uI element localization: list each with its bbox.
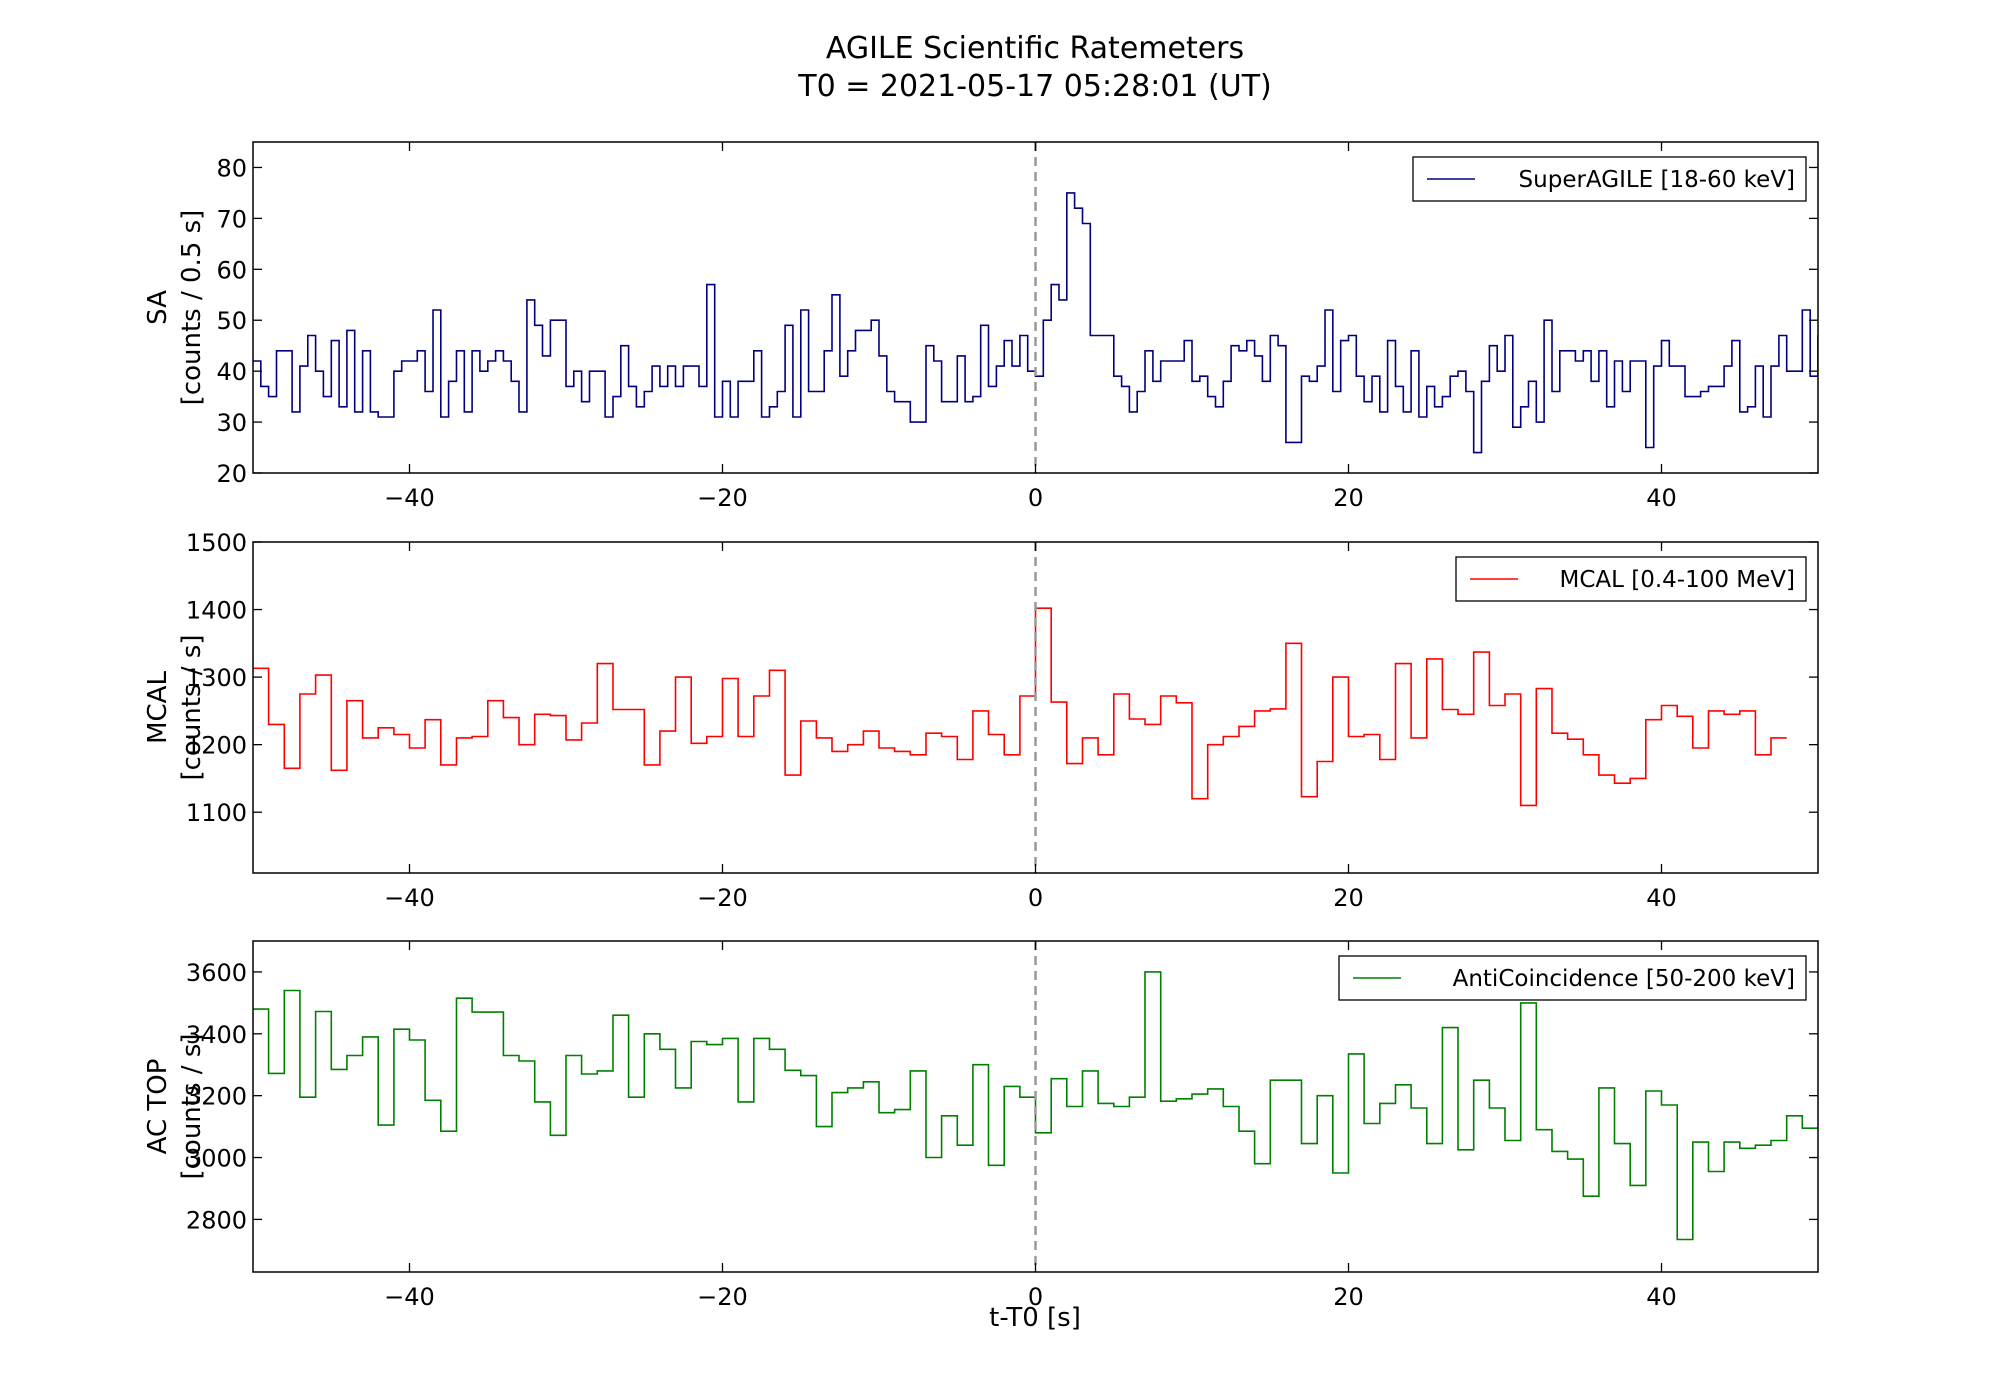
y-axis-label-line1: MCAL [143,671,173,744]
y-tick-label: 1300 [186,664,247,692]
legend-label: SuperAGILE [18-60 keV] [1519,167,1795,193]
y-tick-label: 2800 [186,1206,247,1234]
y-tick-label: 3600 [186,959,247,987]
x-tick-label: 0 [1028,884,1043,912]
x-tick-label: −40 [384,484,435,512]
x-tick-label: 20 [1333,484,1364,512]
y-tick-label: 60 [216,256,247,284]
y-axis-label-line2: [counts / 0.5 s] [177,210,207,406]
x-tick-label: 40 [1646,884,1677,912]
x-tick-label: 20 [1333,1283,1364,1311]
legend-label: AntiCoincidence [50-200 keV] [1453,966,1795,992]
chart-title-line2: T0 = 2021-05-17 05:28:01 (UT) [797,69,1271,104]
y-tick-label: 3200 [186,1083,247,1111]
y-axis-label: AC TOP [counts / s] [143,1033,207,1179]
y-axis-label: MCAL [counts / s] [143,634,207,780]
y-tick-label: 1200 [186,732,247,760]
x-tick-label: −20 [697,884,748,912]
x-tick-label: −40 [384,1283,435,1311]
x-tick-label: 0 [1028,484,1043,512]
y-axis-label-line1: SA [143,290,173,325]
x-tick-label: −20 [697,1283,748,1311]
legend-box [1338,955,1807,1001]
y-tick-label: 30 [216,409,247,437]
y-axis-label: SA [counts / 0.5 s] [143,210,207,406]
x-tick-label: 40 [1646,484,1677,512]
chart-title-line1: AGILE Scientific Ratemeters [826,31,1244,66]
y-tick-label: 50 [216,307,247,335]
panels: −40 −20 0 20 40 20 30 40 50 60 70 80 SA [counts / 0.5… [143,141,1819,1311]
y-axis-label-line2: [counts / s] [177,1033,207,1179]
legend: MCAL [0.4-100 MeV] [1455,556,1807,602]
y-axis-label-line2: [counts / s] [177,634,207,780]
x-axis-label: t-T0 [s] [989,1303,1081,1333]
legend-label: MCAL [0.4-100 MeV] [1559,567,1795,593]
x-tick-label: −40 [384,884,435,912]
y-tick-label: 3000 [186,1145,247,1173]
y-tick-label: 1500 [186,529,247,557]
y-tick-label: 80 [216,154,247,182]
y-tick-label: 70 [216,205,247,233]
y-tick-label: 40 [216,358,247,386]
y-axis-label-line1: AC TOP [143,1059,173,1155]
x-tick-label: 20 [1333,884,1364,912]
legend-box [1412,156,1807,202]
y-tick-label: 1100 [186,799,247,827]
series-line-1 [253,607,1787,807]
x-tick-label: 0 [1028,1283,1043,1311]
panel-3: −40 −20 0 20 40 2800 3000 3200 3400 3600 AC TOP [co… [143,940,1819,1311]
y-tick-label: 20 [216,460,247,488]
x-tick-label: −20 [697,484,748,512]
series-line-1 [253,192,1818,454]
panel-1: −40 −20 0 20 40 20 30 40 50 60 70 80 SA [counts / 0.5… [143,141,1819,512]
x-tick-label: 40 [1646,1283,1677,1311]
y-tick-label: 3400 [186,1021,247,1049]
panel-2: −40 −20 0 20 40 1100 1200 1300 1400 1500 MCAL [coun… [143,529,1819,912]
legend: AntiCoincidence [50-200 keV] [1338,955,1807,1001]
y-tick-label: 1400 [186,597,247,625]
legend: SuperAGILE [18-60 keV] [1412,156,1807,202]
